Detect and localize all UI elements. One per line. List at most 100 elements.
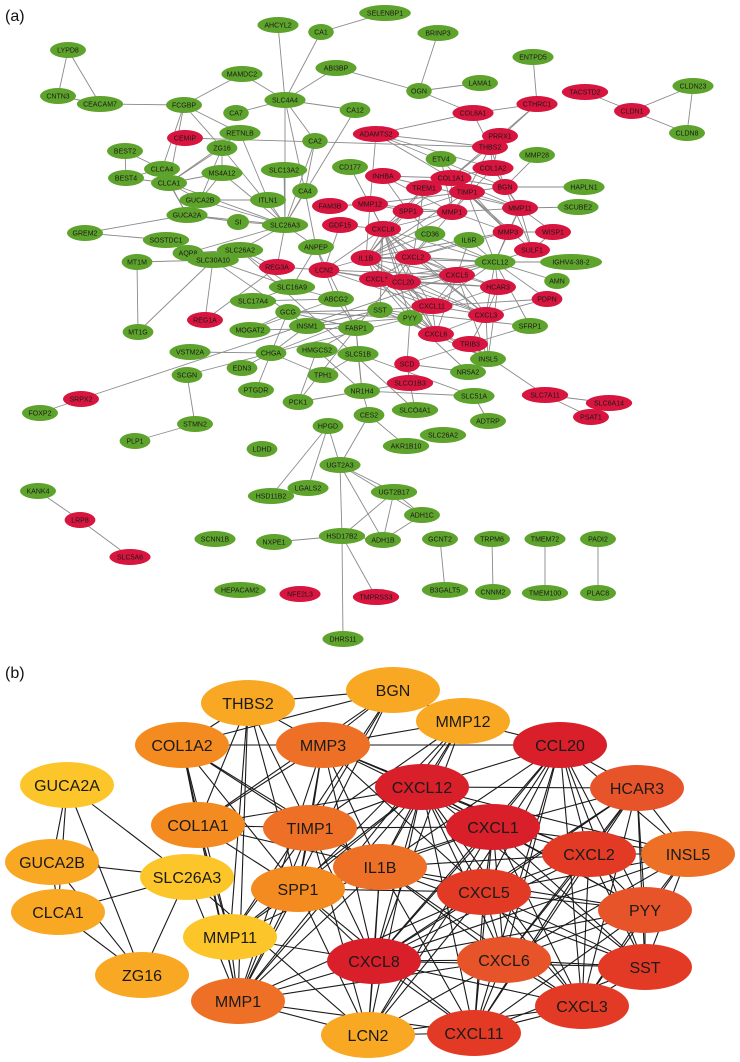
node-b-il1b[interactable]: IL1B [333,844,427,890]
node-a-slc26a3[interactable]: SLC26A3 [261,217,309,233]
node-a-spp1[interactable]: SPP1 [392,203,424,219]
node-a-hapln1[interactable]: HAPLN1 [563,179,605,195]
node-a-shape[interactable] [482,128,518,144]
node-a-slc51b[interactable]: SLC51B [337,346,379,362]
node-a-cxcl3[interactable]: CXCL3 [468,307,504,323]
node-a-shape[interactable] [472,160,514,176]
node-a-gdf15[interactable]: GDF15 [322,217,358,233]
node-a-shape[interactable] [219,125,261,141]
node-a-slc26a2[interactable]: SLC26A2 [419,427,467,443]
node-a-itln1[interactable]: ITLN1 [250,192,286,208]
node-a-plac8[interactable]: PLAC8 [580,585,616,601]
node-a-fabp1[interactable]: FABP1 [338,320,374,336]
node-a-etv4[interactable]: ETV4 [425,151,457,167]
node-a-il1b[interactable]: IL1B [350,250,382,266]
node-a-hmgcs2[interactable]: HMGCS2 [296,342,338,358]
node-a-shape[interactable] [50,42,86,58]
node-a-shape[interactable] [279,586,321,602]
node-b-shape[interactable] [446,804,540,850]
node-a-shape[interactable] [470,351,506,367]
node-b-slc26a3[interactable]: SLC26A3 [140,854,234,900]
node-a-shape[interactable] [419,427,467,443]
node-a-brinp3[interactable]: BRINP3 [417,25,459,41]
node-a-shape[interactable] [452,105,494,121]
node-a-tmprss3[interactable]: TMPRSS3 [352,589,400,605]
node-a-shape[interactable] [450,364,486,380]
node-a-shape[interactable] [287,480,329,496]
node-a-shape[interactable] [436,204,468,220]
node-b-cxcl2[interactable]: CXCL2 [542,831,636,877]
node-a-shape[interactable] [206,140,238,156]
node-a-mmp3[interactable]: MMP3 [492,224,524,240]
node-a-shape[interactable] [312,418,344,434]
node-a-shape[interactable] [386,375,434,391]
node-a-shape[interactable] [462,75,498,91]
node-b-shape[interactable] [5,839,99,885]
node-b-shape[interactable] [542,831,636,877]
node-b-mmp12[interactable]: MMP12 [416,698,510,744]
node-a-shape[interactable] [452,336,488,352]
node-b-cxcl12[interactable]: CXCL12 [375,764,469,810]
node-a-lrp8[interactable]: LRP8 [64,512,96,528]
node-a-cxcl6[interactable]: CXCL6 [418,326,454,342]
node-a-shape[interactable] [516,96,558,112]
node-a-shape[interactable] [63,391,99,407]
node-b-shape[interactable] [321,1012,415,1058]
node-a-shape[interactable] [480,279,516,295]
node-b-lcn2[interactable]: LCN2 [321,1012,415,1058]
node-a-shape[interactable] [337,346,379,362]
node-a-shape[interactable] [296,342,338,358]
node-a-entpd5[interactable]: ENTPD5 [512,49,554,65]
node-a-shape[interactable] [229,322,271,338]
node-b-shape[interactable] [590,765,684,811]
node-a-shape[interactable] [468,307,504,323]
node-b-shape[interactable] [333,844,427,890]
node-a-shape[interactable] [352,126,400,142]
node-b-shape[interactable] [457,937,551,983]
node-a-shape[interactable] [119,433,151,449]
node-a-scube2[interactable]: SCUBE2 [557,199,599,215]
node-a-prrx1[interactable]: PRRX1 [482,128,518,144]
node-a-slc17a4[interactable]: SLC17A4 [229,293,277,309]
node-a-shape[interactable] [315,60,357,76]
node-a-shape[interactable] [365,221,401,237]
node-b-guca2a[interactable]: GUCA2A [20,762,114,808]
node-a-mamdc2[interactable]: MAMDC2 [221,66,263,82]
node-a-kank4[interactable]: KANK4 [20,483,56,499]
node-a-shape[interactable] [319,457,361,473]
node-a-il6r[interactable]: IL6R [453,232,485,248]
node-a-shape[interactable] [259,259,295,275]
node-a-pdpn[interactable]: PDPN [531,291,563,307]
node-a-sostdc1[interactable]: SOSTDC1 [142,232,190,248]
node-a-hcar3[interactable]: HCAR3 [480,279,516,295]
node-a-shape[interactable] [308,24,334,40]
node-b-thbs2[interactable]: THBS2 [201,680,295,726]
node-a-insl5[interactable]: INSL5 [470,351,506,367]
node-b-cxcl3[interactable]: CXCL3 [535,983,629,1029]
node-a-amn[interactable]: AMN [544,273,570,289]
node-a-shape[interactable] [561,84,609,100]
node-a-shape[interactable] [395,249,431,265]
node-a-slc16a9[interactable]: SLC16A9 [268,279,316,295]
node-b-shape[interactable] [191,978,285,1024]
node-a-slco4a1[interactable]: SLCO4A1 [391,402,439,418]
node-a-shape[interactable] [535,224,571,240]
node-a-shape[interactable] [352,589,400,605]
node-b-spp1[interactable]: SPP1 [251,866,345,912]
node-a-zg16[interactable]: ZG16 [206,140,238,156]
node-a-scd[interactable]: SCD [394,356,420,372]
node-a-slc7a11[interactable]: SLC7A11 [521,387,569,403]
node-a-shape[interactable] [394,356,420,372]
node-b-shape[interactable] [598,944,692,990]
node-a-scnn1b[interactable]: SCNN1B [194,531,236,547]
node-b-shape[interactable] [201,680,295,726]
node-b-sst[interactable]: SST [598,944,692,990]
node-a-adh1b[interactable]: ADH1B [365,532,401,548]
node-b-bgn[interactable]: BGN [346,667,440,713]
node-a-shape[interactable] [365,532,401,548]
node-b-shape[interactable] [251,866,345,912]
node-a-shape[interactable] [406,83,432,99]
node-b-shape[interactable] [427,1010,521,1056]
node-b-mmp11[interactable]: MMP11 [183,914,277,960]
node-b-shape[interactable] [276,722,370,768]
